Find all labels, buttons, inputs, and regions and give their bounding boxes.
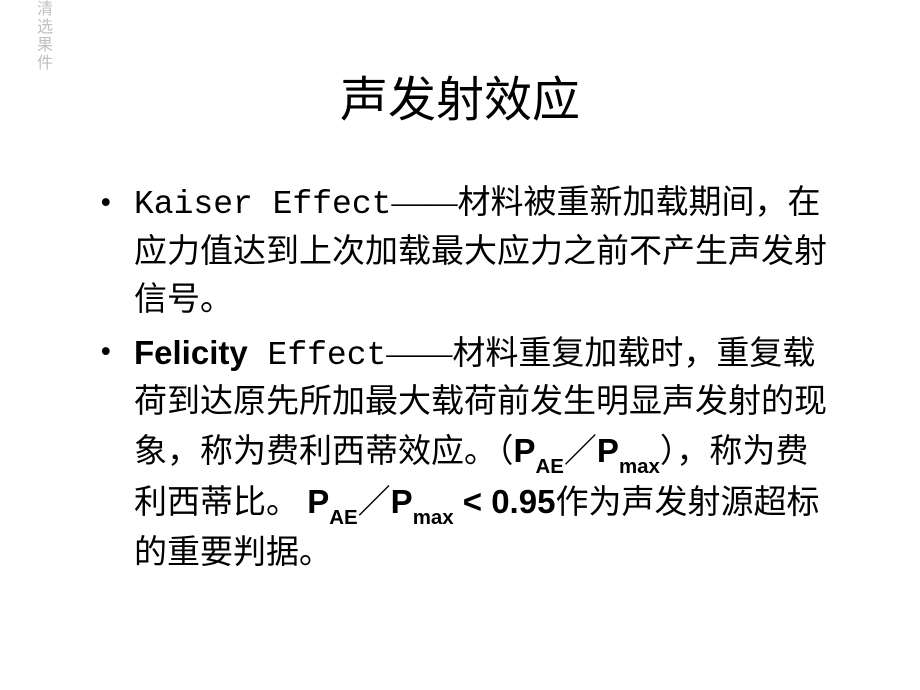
felicity-dash: ——	[386, 336, 452, 372]
felicity-lead-bold: Felicity	[134, 334, 248, 371]
kaiser-dash: ——	[391, 185, 457, 221]
lt-text: < 0.95	[454, 483, 556, 520]
slide-container: 声发射效应 Kaiser Effect——材料被重新加载期间，在应力值达到上次加…	[0, 0, 920, 690]
slide-title: 声发射效应	[60, 60, 860, 130]
slash1: ／	[564, 434, 597, 470]
watermark-text: 清选果件	[30, 0, 54, 72]
pmax2-main: P	[391, 483, 413, 520]
bullet-list: Kaiser Effect——材料被重新加载期间，在应力值达到上次加载最大应力之…	[100, 180, 840, 578]
pmax2-sub: max	[413, 506, 454, 529]
felicity-lead-rest: Effect	[248, 337, 387, 374]
pae1-main: P	[514, 432, 536, 469]
slash2: ／	[358, 485, 391, 521]
pmax1-sub: max	[619, 455, 660, 478]
bullet-item-felicity: Felicity Effect——材料重复加载时，重复载荷到达原先所加最大载荷前…	[100, 329, 840, 578]
pae1-sub: AE	[536, 455, 564, 478]
pae2-sub: AE	[329, 506, 357, 529]
kaiser-lead: Kaiser Effect	[134, 186, 391, 223]
pmax1-main: P	[597, 432, 619, 469]
pae2-main: P	[307, 483, 329, 520]
bullet-item-kaiser: Kaiser Effect——材料被重新加载期间，在应力值达到上次加载最大应力之…	[100, 180, 840, 325]
